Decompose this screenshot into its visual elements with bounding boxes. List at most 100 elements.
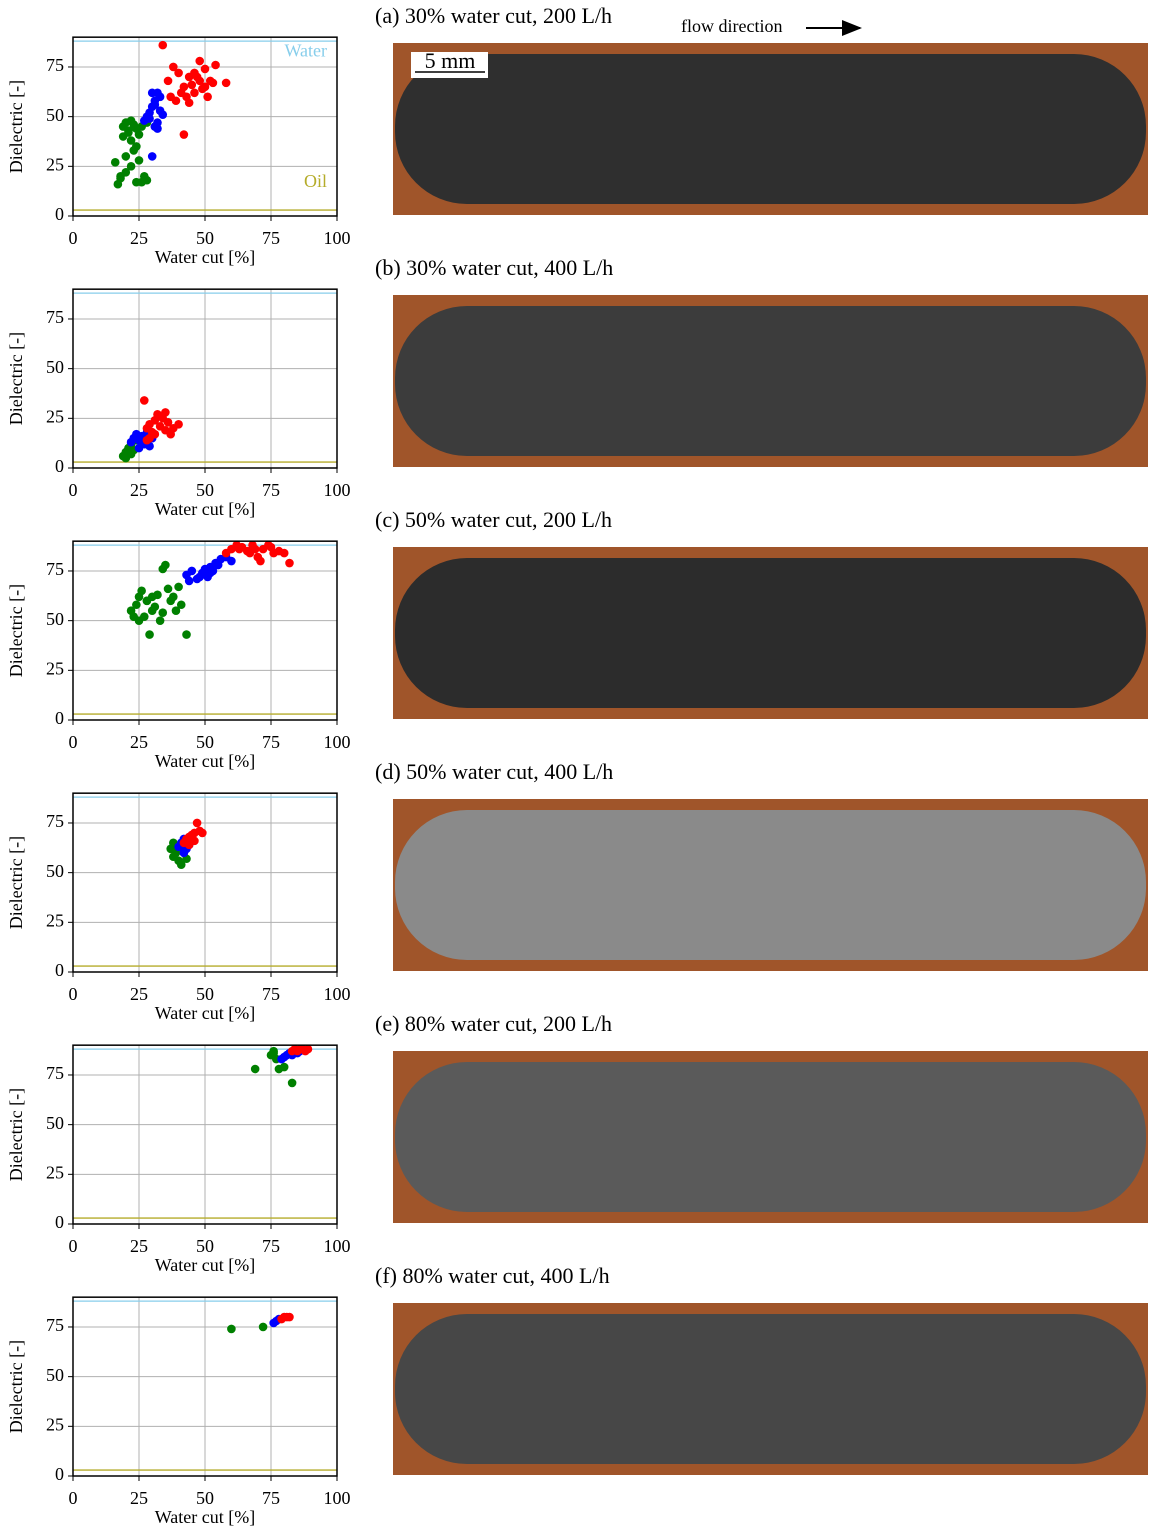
y-tick-label: 25 (46, 154, 64, 174)
x-tick-label: 100 (324, 984, 351, 1004)
image-caption: (f) 80% water cut, 400 L/h (375, 1263, 610, 1288)
y-tick-label: 0 (55, 456, 64, 476)
point (166, 429, 175, 439)
y-tick-label: 25 (46, 1162, 64, 1182)
point (171, 606, 181, 616)
x-tick-label: 100 (324, 480, 351, 500)
x-tick-label: 100 (324, 228, 351, 248)
point (150, 429, 160, 439)
point (139, 396, 149, 405)
point (195, 76, 205, 86)
point (142, 596, 152, 606)
point (205, 568, 215, 578)
point (150, 602, 160, 612)
point (198, 828, 207, 838)
point (129, 146, 139, 155)
x-tick-label: 75 (262, 732, 280, 752)
point (126, 449, 136, 459)
axes-frame (72, 792, 338, 973)
x-tick-label: 0 (69, 1236, 78, 1256)
point (132, 600, 141, 610)
point (134, 156, 144, 165)
point (184, 98, 194, 108)
point (182, 630, 191, 639)
point (163, 417, 173, 427)
point (142, 435, 152, 445)
y-axis-label: Dielectric [-] (6, 1340, 26, 1433)
reference-label: Oil (304, 171, 327, 191)
photo (395, 54, 1146, 204)
point (190, 68, 199, 78)
point (158, 40, 168, 50)
point (150, 100, 160, 110)
scatter-chart: 0 25 50 75 100 0 25 50 75 Water cut [%] Dielectric… (6, 792, 351, 1023)
y-tick-label: 0 (55, 1464, 64, 1484)
point (153, 118, 162, 127)
point (195, 572, 205, 582)
y-tick-label: 25 (46, 910, 64, 930)
x-tick-label: 100 (324, 1488, 351, 1508)
point (184, 840, 194, 850)
point (235, 544, 244, 554)
point (155, 616, 165, 625)
y-tick-label: 75 (46, 307, 64, 327)
scatter-chart: 0 25 50 75 100 0 25 50 75 Water cut [%] Dielectric… (6, 288, 351, 519)
point (179, 848, 189, 858)
image-caption: (b) 30% water cut, 400 L/h (375, 255, 613, 280)
point (211, 60, 220, 70)
x-tick-label: 50 (196, 1488, 214, 1508)
point (208, 78, 218, 88)
point (250, 544, 260, 554)
x-tick-label: 50 (196, 1236, 214, 1256)
image-caption: (a) 30% water cut, 200 L/h (375, 3, 612, 28)
axes-frame (72, 1044, 338, 1225)
photo (395, 558, 1146, 708)
point (169, 592, 178, 602)
scatter-chart: 0 25 50 75 100 0 25 50 75 Water cut [%] Dielectric… (6, 1044, 351, 1275)
x-tick-label: 75 (262, 480, 280, 500)
point (174, 419, 183, 429)
axes-frame (72, 36, 338, 217)
x-tick-label: 0 (69, 732, 78, 752)
y-tick-label: 50 (46, 1365, 64, 1385)
photo (395, 1314, 1146, 1464)
y-tick-label: 75 (46, 559, 64, 579)
x-axis-label: Water cut [%] (155, 751, 256, 771)
point (285, 1312, 294, 1322)
y-tick-label: 0 (55, 1212, 64, 1232)
y-tick-label: 25 (46, 658, 64, 678)
y-axis-label: Dielectric [-] (6, 332, 26, 425)
y-tick-label: 50 (46, 1113, 64, 1133)
y-axis-label: Dielectric [-] (6, 584, 26, 677)
photo (395, 810, 1146, 960)
y-tick-label: 75 (46, 55, 64, 75)
y-axis-label: Dielectric [-] (6, 1088, 26, 1181)
x-tick-label: 0 (69, 480, 78, 500)
x-tick-label: 0 (69, 1488, 78, 1508)
y-tick-label: 25 (46, 406, 64, 426)
x-tick-label: 50 (196, 228, 214, 248)
y-tick-label: 50 (46, 357, 64, 377)
point (174, 68, 183, 78)
y-tick-label: 0 (55, 960, 64, 980)
point (155, 92, 165, 102)
flow-label: flow direction (681, 16, 782, 36)
point (221, 78, 231, 88)
point (126, 136, 136, 145)
point (279, 548, 289, 558)
scale-bar-box (411, 52, 488, 78)
photo (395, 306, 1146, 456)
x-tick-label: 0 (69, 984, 78, 1004)
point (163, 584, 173, 594)
x-tick-label: 75 (262, 228, 280, 248)
point (279, 1062, 289, 1072)
point (116, 173, 125, 183)
point (169, 62, 178, 72)
x-tick-label: 75 (262, 1236, 280, 1256)
point (129, 612, 139, 621)
point (190, 88, 199, 98)
axes-frame (72, 1296, 338, 1477)
point (258, 1322, 268, 1332)
x-tick-label: 50 (196, 984, 214, 1004)
